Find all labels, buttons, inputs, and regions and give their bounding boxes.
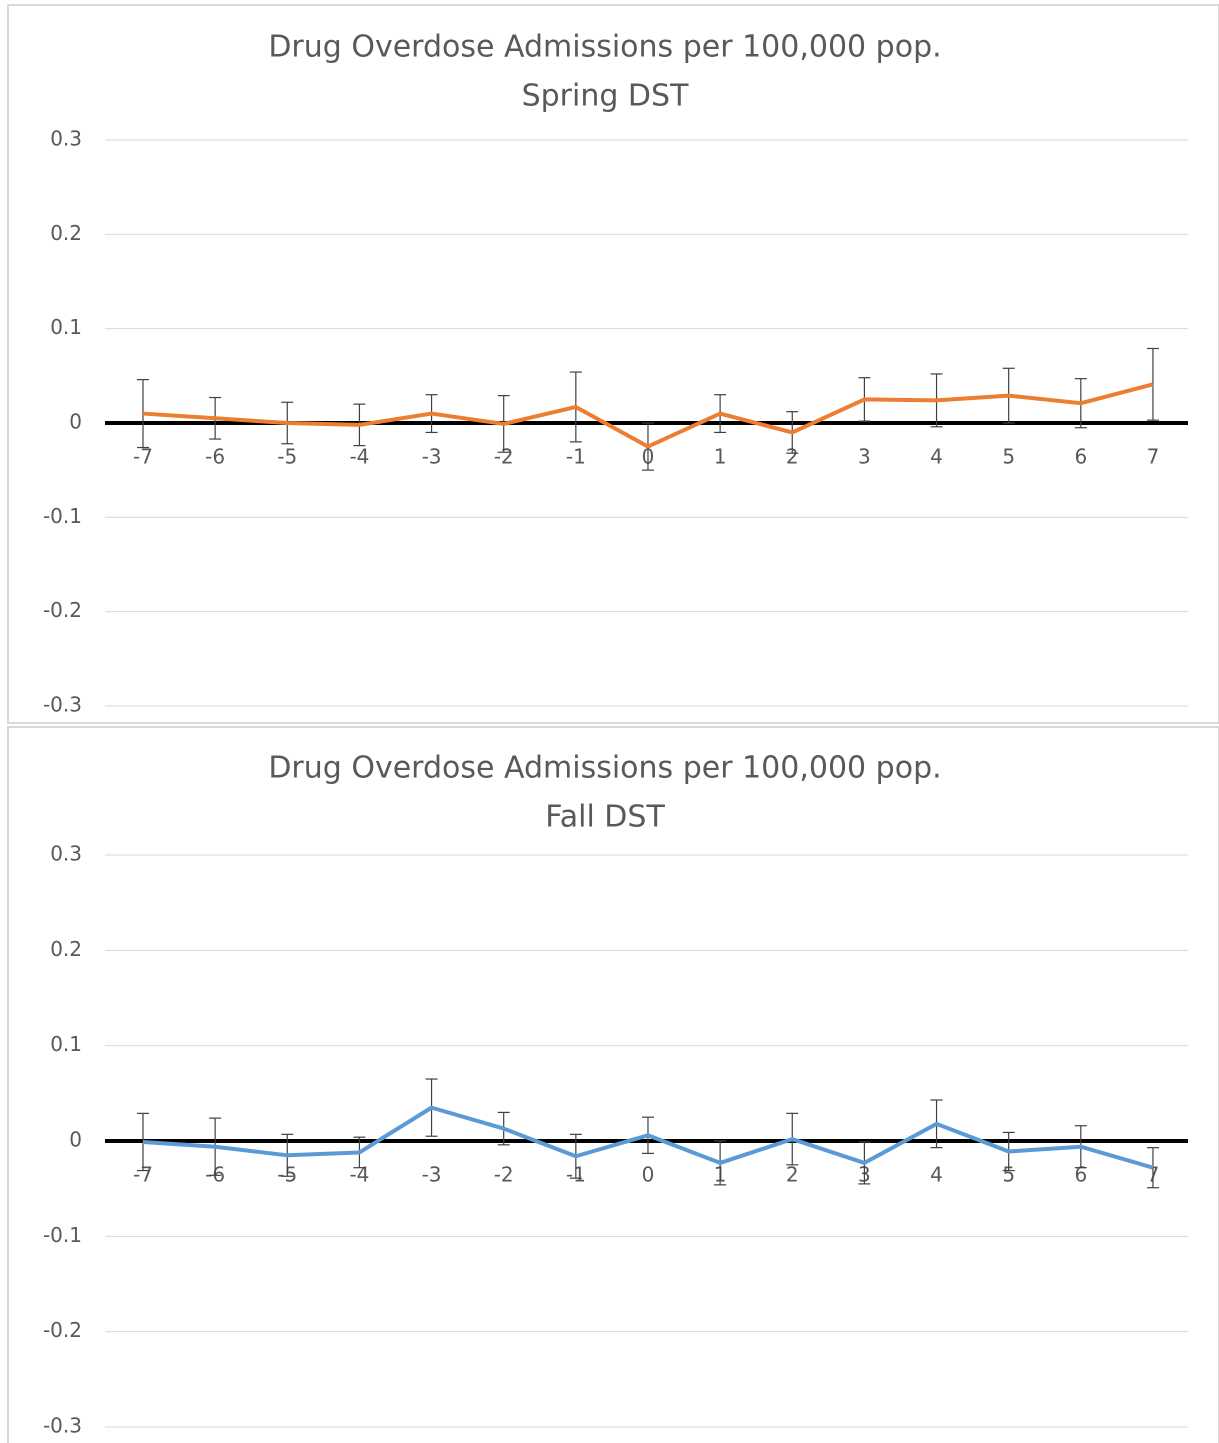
x-tick-label: -5 <box>277 445 297 469</box>
x-tick-label: -1 <box>566 445 586 469</box>
x-tick-label: 6 <box>1074 445 1087 469</box>
y-tick-label: 0 <box>69 410 82 434</box>
chart-panel <box>7 726 1219 1443</box>
x-tick-label: 2 <box>786 1163 799 1187</box>
y-tick-label: -0.1 <box>43 1223 82 1247</box>
y-tick-label: 0 <box>69 1128 82 1152</box>
x-tick-label: -3 <box>422 1163 442 1187</box>
chart-subtitle: Fall DST <box>545 800 665 835</box>
x-tick-label: -4 <box>349 1163 369 1187</box>
x-tick-label: 2 <box>786 445 799 469</box>
x-tick-label: 4 <box>930 445 943 469</box>
x-tick-label: -3 <box>422 445 442 469</box>
x-tick-label: 7 <box>1147 445 1160 469</box>
chart-subtitle: Spring DST <box>522 79 689 114</box>
x-tick-label: 5 <box>1002 1163 1015 1187</box>
y-tick-label: -0.3 <box>43 1414 82 1438</box>
x-tick-label: 4 <box>930 1163 943 1187</box>
y-tick-label: 0.3 <box>50 127 82 151</box>
y-tick-label: -0.3 <box>43 693 82 717</box>
y-tick-label: 0.1 <box>50 1032 82 1056</box>
x-tick-label: 1 <box>714 445 727 469</box>
y-tick-label: -0.2 <box>43 598 82 622</box>
y-tick-label: 0.2 <box>50 221 82 245</box>
error-bar <box>137 379 149 449</box>
series-line <box>142 1105 1154 1170</box>
x-tick-label: 0 <box>642 1163 655 1187</box>
x-tick-label: -7 <box>133 1163 153 1187</box>
y-tick-label: 0.1 <box>50 315 82 339</box>
x-tick-label: 6 <box>1074 1163 1087 1187</box>
y-tick-label: -0.2 <box>43 1318 82 1342</box>
x-tick-label: -7 <box>133 445 153 469</box>
chart-title: Drug Overdose Admissions per 100,000 pop… <box>268 751 941 786</box>
x-tick-label: 3 <box>858 445 871 469</box>
series-line <box>142 382 1154 449</box>
chart-panel <box>7 4 1219 724</box>
x-tick-label: -2 <box>494 445 514 469</box>
x-tick-label: -2 <box>494 1163 514 1187</box>
x-tick-label: 5 <box>1002 445 1015 469</box>
chart-title: Drug Overdose Admissions per 100,000 pop… <box>268 30 941 65</box>
y-tick-label: -0.1 <box>43 504 82 528</box>
x-tick-label: -6 <box>205 445 225 469</box>
y-tick-label: 0.2 <box>50 937 82 961</box>
x-tick-label: -4 <box>349 445 369 469</box>
y-tick-label: 0.3 <box>50 842 82 866</box>
